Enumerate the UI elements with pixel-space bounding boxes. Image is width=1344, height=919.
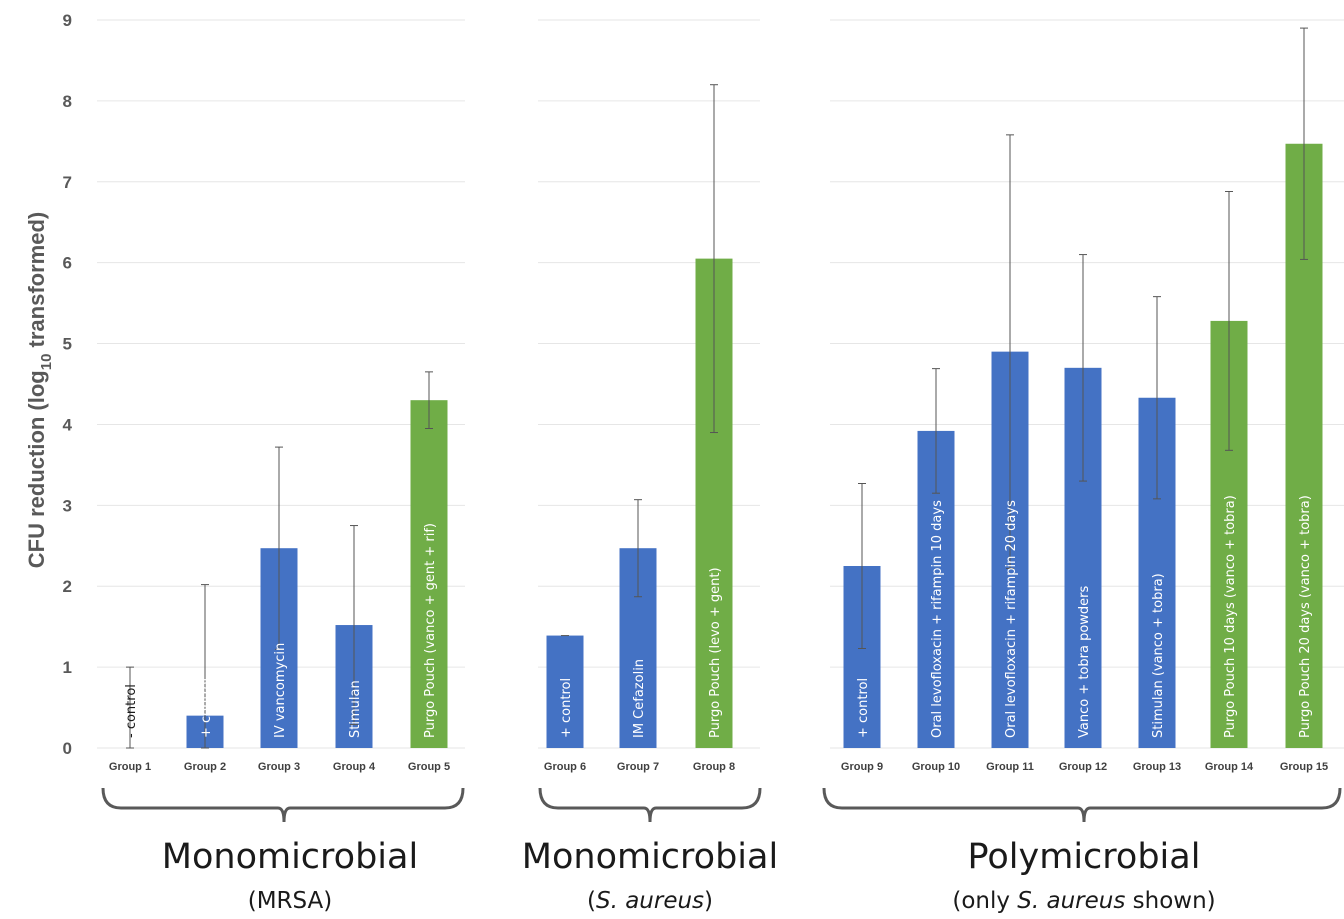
y-tick-label: 8 (63, 92, 72, 111)
bar-label: IV vancomycin (273, 643, 288, 738)
y-axis-label: CFU reduction (log10 transformed) (24, 212, 55, 568)
panel-subtitle: (only S. aureus shown) (952, 888, 1215, 914)
y-tick-label: 4 (63, 415, 73, 434)
y-axis-ticks: 0 1 2 3 4 5 6 7 8 9 (63, 11, 73, 758)
bar (410, 400, 448, 748)
y-tick-label: 9 (63, 11, 72, 30)
category-label: Group 13 (1133, 761, 1181, 773)
bar-label: IM Cefazolin (632, 659, 647, 738)
category-label: Group 9 (841, 761, 883, 773)
y-tick-label: 1 (63, 658, 72, 677)
bar-label: Purgo Pouch 20 days (vanco + tobra) (1298, 495, 1313, 738)
bar-label: Oral levofloxacin + rifampin 20 days (1004, 500, 1019, 738)
panel-subtitle: (MRSA) (248, 888, 333, 914)
category-label: Group 12 (1059, 761, 1107, 773)
bar-label: Oral levofloxacin + rifampin 10 days (930, 500, 945, 738)
bar (546, 635, 584, 748)
bar-label: Stimulan (348, 680, 363, 738)
y-tick-label: 6 (63, 254, 72, 273)
category-label: Group 15 (1280, 761, 1328, 773)
category-label: Group 2 (184, 761, 226, 773)
bar-label: Vanco + tobra powders (1077, 585, 1092, 738)
category-label: Group 6 (544, 761, 586, 773)
group-bracket (101, 787, 465, 823)
group-brackets: Monomicrobial (MRSA) Monomicrobial (S. aure… (101, 787, 1342, 914)
panel-title: Monomicrobial (162, 837, 418, 877)
group-bracket (822, 787, 1342, 823)
panel-title: Monomicrobial (522, 837, 778, 877)
category-label: Group 10 (912, 761, 960, 773)
bar-label: Purgo Pouch (levo + gent) (708, 567, 723, 738)
panel-title: Polymicrobial (968, 837, 1201, 877)
category-label: Group 11 (986, 761, 1034, 773)
bar-label: + control (856, 678, 871, 738)
bar-label: - control (124, 684, 139, 738)
bar-label: Purgo Pouch (vanco + gent + rif) (423, 523, 438, 738)
category-label: Group 8 (693, 761, 735, 773)
category-label: Group 7 (617, 761, 659, 773)
bar-label: + control (199, 678, 214, 738)
y-tick-label: 7 (63, 173, 72, 192)
y-tick-label: 5 (63, 335, 72, 354)
bars: - control Group 1 + control Group 2 IV vanco… (109, 27, 1328, 773)
category-label: Group 1 (109, 761, 151, 773)
y-tick-label: 0 (63, 739, 72, 758)
group-bracket (538, 787, 762, 823)
bar-label: Purgo Pouch 10 days (vanco + tobra) (1223, 495, 1238, 738)
category-label: Group 3 (258, 761, 300, 773)
panel-subtitle: (S. aureus) (587, 888, 713, 914)
bar-label: Stimulan (vanco + tobra) (1151, 573, 1166, 738)
category-label: Group 4 (333, 761, 376, 773)
category-label: Group 5 (408, 761, 450, 773)
category-label: Group 14 (1205, 761, 1254, 773)
y-tick-label: 2 (63, 577, 72, 596)
y-tick-label: 3 (63, 496, 72, 515)
bar-label: + control (559, 678, 574, 738)
